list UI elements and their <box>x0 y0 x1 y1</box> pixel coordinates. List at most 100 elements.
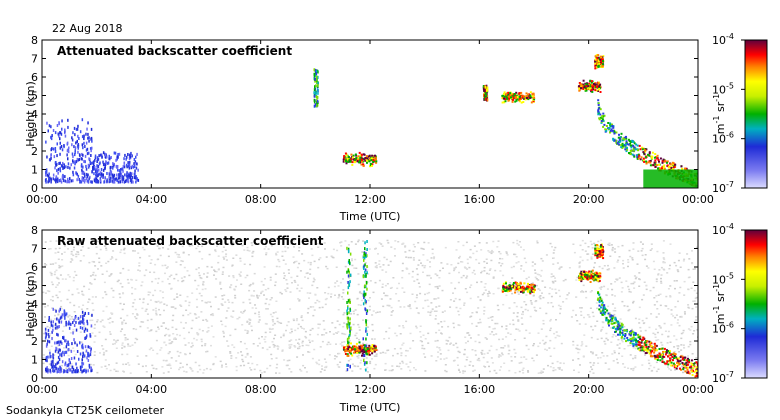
signal-mark <box>129 153 131 157</box>
signal-mark <box>512 93 515 96</box>
signal-mark <box>58 121 60 125</box>
noise-mark <box>544 348 547 351</box>
noise-mark <box>641 364 644 366</box>
noise-mark <box>440 321 443 323</box>
signal-mark <box>47 328 50 332</box>
signal-mark <box>513 97 515 100</box>
signal-mark <box>68 359 71 363</box>
noise-mark <box>219 281 222 284</box>
noise-mark <box>267 248 270 250</box>
noise-mark <box>82 255 85 257</box>
noise-mark <box>564 278 567 281</box>
noise-mark <box>243 364 246 367</box>
noise-mark <box>509 323 512 325</box>
signal-mark <box>96 164 98 168</box>
noise-mark <box>46 290 49 292</box>
signal-mark <box>76 127 79 131</box>
noise-mark <box>688 276 691 278</box>
signal-mark <box>633 142 636 145</box>
signal-mark <box>102 168 105 172</box>
signal-mark <box>501 101 504 104</box>
noise-mark <box>225 317 228 319</box>
noise-mark <box>342 313 345 316</box>
noise-mark <box>431 308 434 310</box>
noise-mark <box>648 362 651 365</box>
noise-mark <box>298 246 301 249</box>
signal-mark <box>68 326 71 330</box>
noise-mark <box>665 295 668 298</box>
noise-mark <box>297 342 299 344</box>
signal-mark <box>96 174 98 178</box>
noise-mark <box>382 305 385 308</box>
signal-mark <box>358 151 361 154</box>
noise-mark <box>157 277 160 280</box>
backscatter-marks <box>44 54 698 188</box>
noise-mark <box>474 349 477 352</box>
x-axis-label: Time (UTC) <box>339 210 401 223</box>
noise-mark <box>639 241 642 243</box>
signal-mark <box>662 166 665 169</box>
noise-mark <box>275 265 278 268</box>
signal-mark <box>86 127 88 131</box>
noise-mark <box>516 242 519 245</box>
signal-mark <box>589 80 592 83</box>
noise-mark <box>668 268 671 270</box>
noise-mark <box>424 299 427 302</box>
noise-mark <box>195 288 198 290</box>
signal-mark <box>365 352 368 355</box>
noise-mark <box>657 274 660 276</box>
signal-mark <box>658 160 660 163</box>
noise-mark <box>502 303 505 306</box>
signal-mark <box>639 148 642 151</box>
signal-mark <box>628 140 631 142</box>
signal-mark <box>348 333 351 337</box>
noise-mark <box>559 308 562 310</box>
signal-mark <box>342 160 345 163</box>
signal-mark <box>100 172 103 176</box>
noise-mark <box>155 312 158 314</box>
signal-mark <box>612 126 615 129</box>
signal-mark <box>580 87 582 90</box>
signal-mark <box>94 165 96 169</box>
noise-mark <box>645 265 648 267</box>
noise-mark <box>660 280 663 283</box>
noise-mark <box>388 327 391 329</box>
signal-mark <box>508 290 511 292</box>
noise-mark <box>674 306 677 308</box>
noise-mark <box>256 364 259 366</box>
noise-mark <box>562 301 565 303</box>
noise-mark <box>234 285 237 288</box>
noise-mark <box>93 278 96 281</box>
noise-mark <box>239 364 242 367</box>
signal-mark <box>644 149 647 152</box>
noise-mark <box>509 333 512 335</box>
noise-mark <box>375 264 378 267</box>
signal-mark <box>643 151 646 154</box>
noise-mark <box>645 284 648 287</box>
noise-mark <box>582 291 585 293</box>
noise-mark <box>428 291 431 294</box>
noise-mark <box>221 271 224 273</box>
noise-mark <box>290 276 293 279</box>
noise-mark <box>468 334 471 336</box>
noise-mark <box>225 259 228 261</box>
noise-mark <box>452 322 455 325</box>
signal-mark <box>93 160 95 164</box>
noise-mark <box>568 267 571 269</box>
noise-mark <box>309 268 312 271</box>
noise-mark <box>590 290 593 292</box>
feature-noise <box>44 307 93 374</box>
noise-mark <box>477 357 480 360</box>
noise-mark <box>636 263 639 265</box>
noise-mark <box>152 349 155 351</box>
noise-mark <box>540 370 543 372</box>
noise-mark <box>514 352 517 354</box>
noise-mark <box>224 325 227 328</box>
noise-mark <box>248 250 251 252</box>
signal-mark <box>117 168 119 172</box>
noise-mark <box>513 253 515 256</box>
signal-mark <box>671 168 674 171</box>
signal-mark <box>83 180 86 184</box>
noise-mark <box>55 276 58 279</box>
noise-mark <box>510 355 513 358</box>
